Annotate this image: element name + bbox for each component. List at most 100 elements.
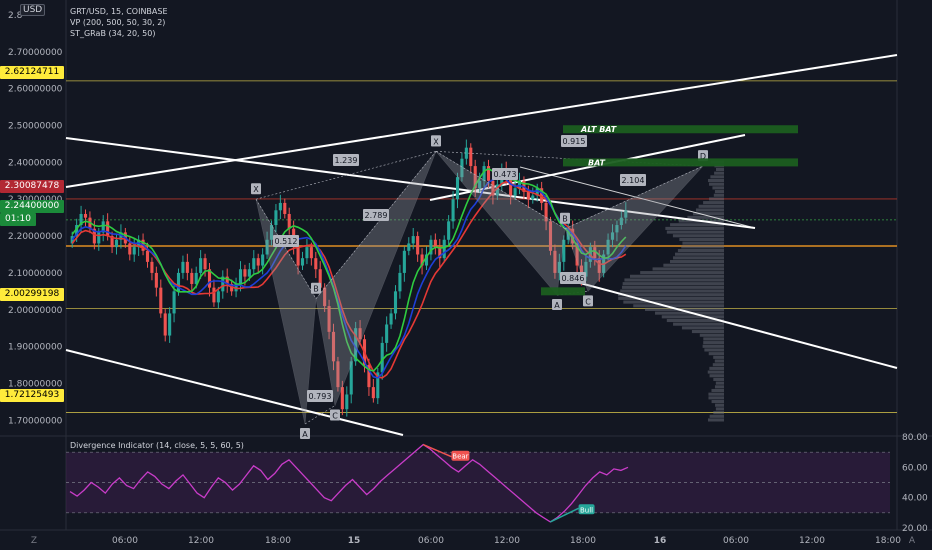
time-tick: 18:00 — [875, 536, 901, 546]
volume-bar — [703, 341, 724, 345]
candle-body — [548, 221, 553, 251]
candle-body — [455, 177, 460, 200]
candle-body — [424, 254, 429, 266]
volume-bar — [709, 366, 724, 370]
candle-body — [579, 265, 584, 277]
volume-bar — [709, 414, 724, 418]
volume-bar — [708, 392, 724, 396]
candle-body — [460, 158, 464, 178]
candle-body — [531, 195, 535, 200]
volume-bar — [709, 374, 724, 378]
pattern-point-label: C — [585, 297, 591, 306]
candle-body — [79, 213, 83, 226]
candle-body — [610, 232, 615, 240]
volume-bar — [702, 344, 724, 348]
currency-button[interactable]: USD — [20, 4, 46, 16]
candle-body — [336, 361, 340, 388]
candle-body — [97, 232, 101, 244]
volume-bar — [687, 215, 724, 219]
pattern-diag — [435, 151, 566, 229]
volume-bar — [682, 241, 724, 245]
price-tick: 1.80000000 — [8, 379, 63, 389]
completion-zone — [541, 287, 585, 296]
candle-body — [252, 258, 256, 270]
candle-body — [624, 210, 628, 218]
volume-bar — [652, 267, 724, 271]
volume-bar — [715, 167, 724, 172]
bear-divergence-line — [422, 443, 452, 458]
candle-body — [535, 188, 539, 196]
ratio-label: 0.473 — [494, 170, 517, 179]
price-tag-current: 2.24400000 — [0, 200, 64, 213]
volume-bar — [622, 282, 724, 286]
ratio-box — [620, 174, 646, 186]
volume-bar — [708, 178, 724, 183]
candle-body — [376, 372, 380, 399]
time-tick: 06:00 — [112, 536, 138, 546]
candle-body — [300, 258, 305, 266]
bat-zone — [563, 125, 798, 134]
candle-body — [495, 184, 499, 196]
candle-body — [615, 225, 619, 233]
volume-bar — [672, 234, 724, 238]
bat-zone-label: ALT BAT — [580, 125, 617, 134]
volume-bar — [633, 304, 724, 308]
ratio-label: 0.793 — [309, 392, 332, 401]
bat-zone-label: BAT — [588, 158, 606, 167]
volume-bar — [715, 381, 724, 385]
trend-line — [519, 166, 756, 229]
volume-bar — [709, 197, 724, 201]
volume-bar — [708, 396, 724, 400]
candle-body — [331, 331, 336, 362]
candle-body — [172, 291, 176, 314]
volume-bar — [679, 237, 724, 242]
pattern-point-box — [300, 427, 310, 439]
candle-body — [340, 387, 344, 410]
candle-body — [314, 258, 318, 270]
candle-body — [464, 147, 468, 159]
candle-body — [544, 202, 548, 222]
candle-body — [593, 247, 597, 259]
candle-body — [176, 272, 181, 292]
pattern-triangle-xab — [255, 199, 317, 425]
time-tick: 12:00 — [188, 536, 214, 546]
volume-bar — [710, 175, 724, 179]
volume-bar — [703, 337, 724, 341]
candle-body — [212, 287, 216, 303]
volume-bar — [708, 352, 724, 356]
pattern-point-label: A — [302, 430, 308, 439]
candle-body — [221, 276, 225, 292]
candle-body — [110, 236, 114, 248]
bull-divergence-line — [549, 507, 579, 523]
time-tick: 16 — [654, 536, 667, 546]
candle-body — [566, 228, 570, 240]
candle-body — [274, 210, 278, 226]
pattern-point-box — [698, 150, 708, 162]
volume-bar — [714, 190, 724, 194]
time-tick: 15 — [348, 536, 361, 546]
pattern-diag — [304, 405, 336, 425]
candle-body — [540, 188, 544, 203]
ratio-label: 2.789 — [365, 211, 388, 220]
candle-body — [203, 258, 207, 270]
candle-body — [190, 272, 194, 284]
pattern-point-box — [431, 135, 441, 147]
rsi-line — [69, 443, 629, 523]
time-tick: 18:00 — [570, 536, 596, 546]
candle-body — [101, 221, 105, 233]
time-tick: 12:00 — [799, 536, 825, 546]
volume-bar — [714, 171, 724, 175]
price-tick: 2.50000000 — [8, 122, 63, 132]
pattern-point-box — [311, 282, 321, 294]
volume-bar — [670, 223, 724, 227]
candle-body — [486, 166, 491, 181]
candle-body — [473, 166, 477, 189]
volume-bar — [623, 300, 724, 304]
volume-bar — [670, 260, 724, 264]
candle-body — [265, 239, 269, 255]
candle-body — [181, 261, 185, 273]
candle-body — [323, 287, 327, 307]
candle-body — [389, 313, 393, 325]
candle-body — [349, 361, 353, 395]
